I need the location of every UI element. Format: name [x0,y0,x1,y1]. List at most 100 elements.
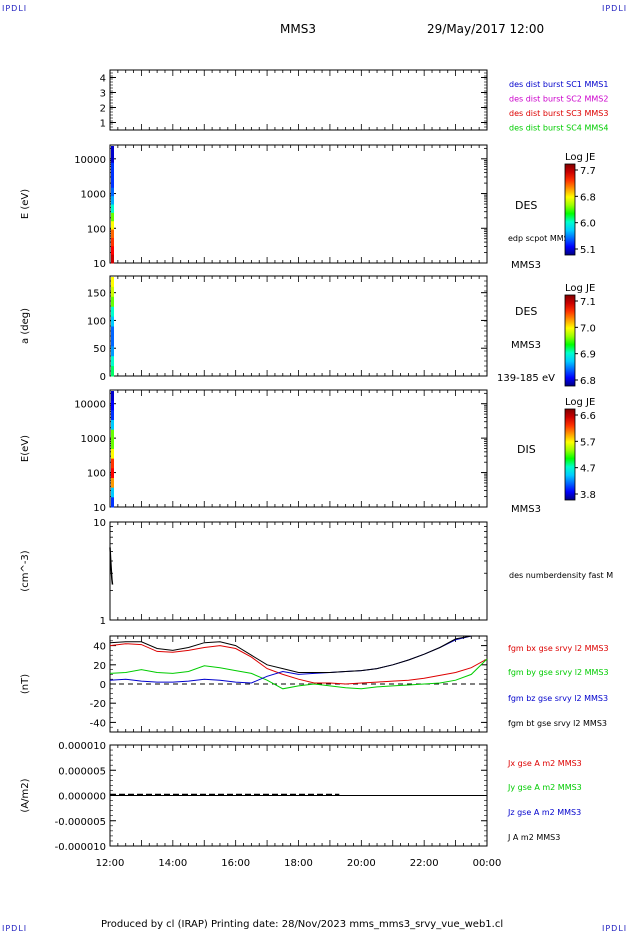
y-axis-label-5: (nT) [20,674,31,694]
corner-label-bottom-right: IPDLI [602,924,628,933]
legend-burst-1: des dist burst SC1 MMS1 [509,80,608,89]
spectrogram-cell [111,146,114,155]
spectrogram-cell [111,497,114,508]
y-tick-label: 40 [93,642,106,653]
x-tick-label: 20:00 [347,858,376,869]
y-tick-label: 50 [93,344,106,355]
panel-frame-1 [109,144,488,264]
sc-label-dis-energy: MMS3 [511,504,541,515]
y-tick-label: 0.000010 [58,741,106,752]
legend-b-0: fgm bx gse srvy l2 MMS3 [508,644,609,653]
sc-label-des-pitch: MMS3 [511,340,541,351]
y-tick-label: 1 [100,119,106,130]
spectrogram-cell [111,449,114,460]
spacecraft-title: MMS3 [280,22,316,36]
spectrogram-cell [111,356,114,367]
y-tick-label: 10 [93,259,106,270]
y-tick-label: 100 [87,469,106,480]
colorbar-title-1: Log JE [565,152,595,163]
colorbar-title-3: Log JE [565,397,595,408]
colorbar-tick-label: 7.0 [580,323,596,334]
spectrogram-cell [111,468,114,479]
spectrogram-cell [111,154,114,164]
sc-label-des-energy: MMS3 [511,260,541,271]
b-series-0 [109,643,488,685]
x-tick-label: 14:00 [158,858,187,869]
legend-b-2: fgm bz gse srvy l2 MMS3 [508,694,608,703]
x-tick-label: 22:00 [410,858,439,869]
spectrogram-cell [111,336,114,347]
colorbar-3 [564,408,576,501]
colorbar-title-2: Log JE [565,283,595,294]
y-tick-label: 0 [100,372,106,383]
colorbar-tick-label: 7.7 [580,166,596,177]
y-tick-label: 1000 [81,190,106,201]
colorbar-tick-label: 5.7 [580,437,596,448]
date-title: 29/May/2017 12:00 [427,22,545,36]
colorbar-2 [564,294,576,387]
y-tick-label: 1 [100,616,106,627]
spectrogram-cell [111,179,114,189]
legend-burst-2: des dist burst SC2 MMS2 [509,95,608,104]
b-series-3 [109,635,487,673]
y-tick-label: 20 [93,661,106,672]
colorbar-tick-label: 6.0 [580,219,596,230]
x-tick-label: 12:00 [96,858,125,869]
spectrogram-cell [111,286,114,298]
y-tick-label: 100 [87,224,106,235]
y-tick-label: -20 [90,699,106,710]
panel-label-des-energy: DES [515,199,537,212]
spectrogram-cell [111,439,114,450]
panel-frame-0 [109,69,488,131]
colorbar-tick-label: 5.1 [580,245,596,256]
y-tick-label: 0.000000 [58,792,106,803]
spectrogram-cell [111,346,114,357]
y-tick-label: 2 [100,104,106,115]
colorbar-tick-label: 7.1 [580,297,596,308]
spectrogram-cell [111,162,114,172]
spectrogram-cell [111,237,114,247]
colorbar-1 [564,163,576,256]
legend-j-2: Jz gse A m2 MMS3 [507,808,581,817]
spectrogram-cell [111,254,114,264]
y-tick-label: 10000 [74,155,106,166]
y-tick-label: 1000 [81,434,106,445]
footer-credit: Produced by cl (IRAP) Printing date: 28/… [101,919,504,930]
spectrogram-cell [111,277,114,288]
y-tick-label: 100 [87,316,106,327]
spectrogram-cell [111,316,114,327]
spectrogram-cell [111,420,114,431]
y-axis-label-6: (A/m2) [20,778,31,812]
y-axis-label-1: E (eV) [20,189,31,219]
energy-range-label: 139-185 eV [497,373,555,384]
spectrogram-cell [111,429,114,440]
spectrogram-cell [111,187,114,197]
spectrogram-cell [111,204,114,214]
panel-label-des-pitch: DES [515,305,537,318]
corner-label-top-left: IPDLI [2,4,28,13]
y-tick-label: 10 [93,518,106,529]
y-tick-label: 3 [100,89,106,100]
spectrogram-cell [111,229,114,239]
y-axis-label-4: (cm^-3) [20,550,31,591]
colorbar-tick-label: 6.8 [580,376,596,387]
colorbar-tick-label: 4.7 [580,464,596,475]
spectrogram-cell [111,487,114,498]
corner-label-top-right: IPDLI [602,4,628,13]
x-tick-label: 00:00 [473,858,502,869]
spectrogram-cell [111,246,114,256]
spectrogram-cell [111,196,114,205]
panel-frame-3 [109,389,488,508]
spectrogram-cell [111,306,114,318]
y-tick-label: 0.000005 [58,766,106,777]
y-tick-label: -40 [90,718,106,729]
y-tick-label: 150 [87,289,106,300]
legend-b-1: fgm by gse srvy l2 MMS3 [508,668,609,677]
spectrogram-cell [111,478,114,489]
colorbar-tick-label: 6.8 [580,192,596,203]
x-tick-label: 18:00 [284,858,313,869]
spectrogram-cell [111,366,114,377]
spectrogram-cell [111,221,114,231]
colorbar-tick-label: 3.8 [580,490,596,501]
legend-density: des numberdensity fast M [509,571,613,580]
